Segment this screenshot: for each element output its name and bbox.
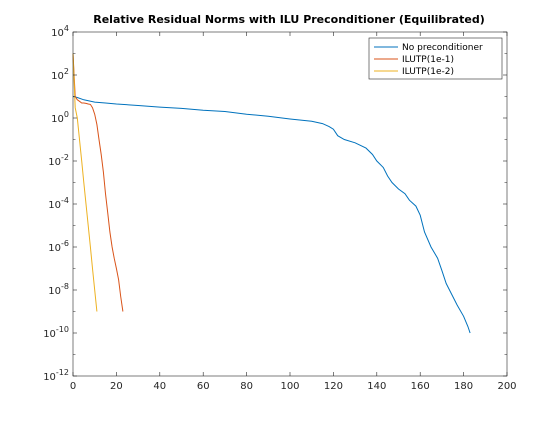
y-tick-label: 10-10 [43, 325, 69, 340]
y-tick-label: 10-2 [48, 153, 69, 168]
x-tick-label: 180 [454, 381, 473, 392]
legend: No preconditioner ILUTP(1e-1) ILUTP(1e-2) [368, 37, 503, 80]
x-tick-label: 120 [324, 381, 343, 392]
x-tick-label: 60 [197, 381, 210, 392]
x-tick-label: 20 [110, 381, 123, 392]
series-line-3 [72, 53, 98, 312]
x-tick-label: 140 [367, 381, 386, 392]
axes-layer: 0 20 40 60 80 100 120 140 160 180 200 10-12 10-10 10-… [43, 24, 516, 392]
series-line-1 [72, 96, 471, 334]
y-tick-label: 10-6 [48, 239, 69, 254]
y-tick-label: 10-8 [48, 282, 69, 297]
series-line-2 [72, 53, 124, 312]
x-tick-label: 40 [153, 381, 166, 392]
legend-label-3: ILUTP(1e-2) [402, 67, 454, 77]
series-layer [72, 53, 471, 334]
x-tick-label: 80 [240, 381, 253, 392]
y-tick-label: 100 [51, 110, 69, 125]
x-tick-label: 200 [497, 381, 516, 392]
x-tick-label: 0 [70, 381, 76, 392]
y-tick-label: 10-12 [43, 368, 69, 383]
chart-title: Relative Residual Norms with ILU Precond… [93, 13, 484, 26]
y-tick-label: 10-4 [48, 196, 69, 211]
legend-label-1: No preconditioner [402, 43, 483, 53]
x-tick-label: 160 [411, 381, 430, 392]
x-tick-label: 100 [280, 381, 299, 392]
plot-area [73, 32, 507, 376]
y-tick-label: 104 [51, 24, 69, 39]
legend-label-2: ILUTP(1e-1) [402, 55, 454, 65]
y-tick-label: 102 [51, 67, 69, 82]
